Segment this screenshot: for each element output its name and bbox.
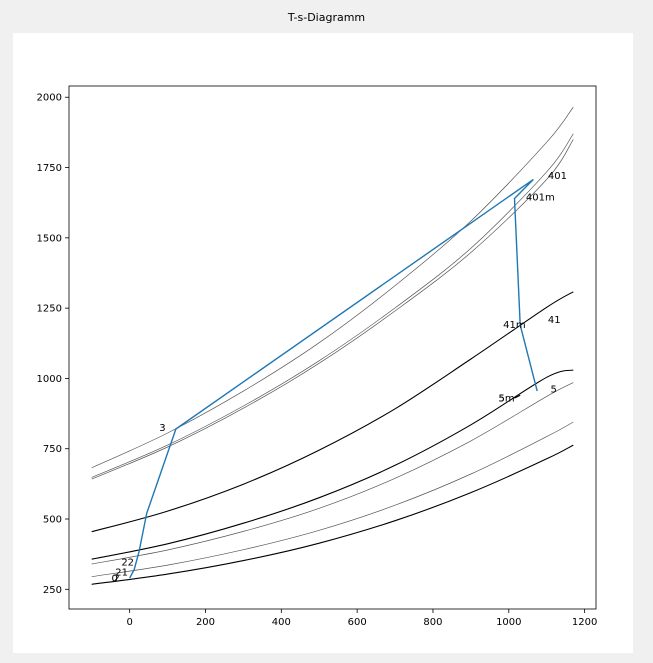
state-point-label: 41m: [503, 320, 525, 331]
y-tick-label: 500: [43, 515, 62, 526]
x-tick-label: 800: [423, 617, 442, 628]
isobar-line-5: [91, 139, 574, 480]
isobar-line-1: [91, 421, 574, 578]
state-point-label: 41: [548, 315, 561, 326]
x-tick-label: 200: [196, 617, 215, 628]
state-point-label: 0: [111, 574, 117, 585]
x-tick-label: 1000: [496, 617, 521, 628]
y-tick-label: 1500: [37, 233, 62, 244]
x-tick-label: 1200: [572, 617, 597, 628]
x-tick-label: 400: [272, 617, 291, 628]
state-point-label: 401m: [526, 193, 555, 204]
y-tick-label: 750: [43, 444, 62, 455]
isobar-line-4: [91, 291, 574, 533]
state-point-label: 21: [115, 568, 128, 579]
state-point-label: 401: [548, 171, 567, 182]
isobar-line-9: [514, 394, 521, 399]
state-point-label: 22: [121, 557, 134, 568]
state-point-label: 3: [159, 423, 165, 434]
y-tick-label: 1000: [37, 374, 62, 385]
figure-canvas: 0 200 400 600 800 1000 1200 250 500 750 1000 1250 15…: [13, 33, 633, 653]
isobar-line-3: [91, 369, 574, 560]
axes-frame: [68, 85, 597, 610]
state-point-label: 5: [499, 394, 505, 405]
chart-title: T-s-Diagramm: [287, 11, 366, 24]
y-tick-label: 1250: [37, 304, 62, 315]
plot-svg: 0 200 400 600 800 1000 12002505007501000125015…: [37, 85, 597, 628]
x-tick-label: 600: [348, 617, 367, 628]
state-point-label: 2: [113, 574, 119, 585]
isobar-line-7: [91, 106, 574, 469]
state-point-label: 5m: [499, 394, 515, 405]
state-point-label: 5: [551, 385, 557, 396]
process-line: [129, 178, 538, 579]
y-tick-label: 250: [43, 585, 62, 596]
y-tick-label: 1750: [37, 163, 62, 174]
isobar-line-2: [91, 382, 574, 565]
isobar-line-0: [91, 444, 574, 585]
isobar-line-6: [91, 133, 574, 478]
x-tick-label: 0: [126, 617, 132, 628]
y-tick-label: 2000: [37, 93, 62, 104]
